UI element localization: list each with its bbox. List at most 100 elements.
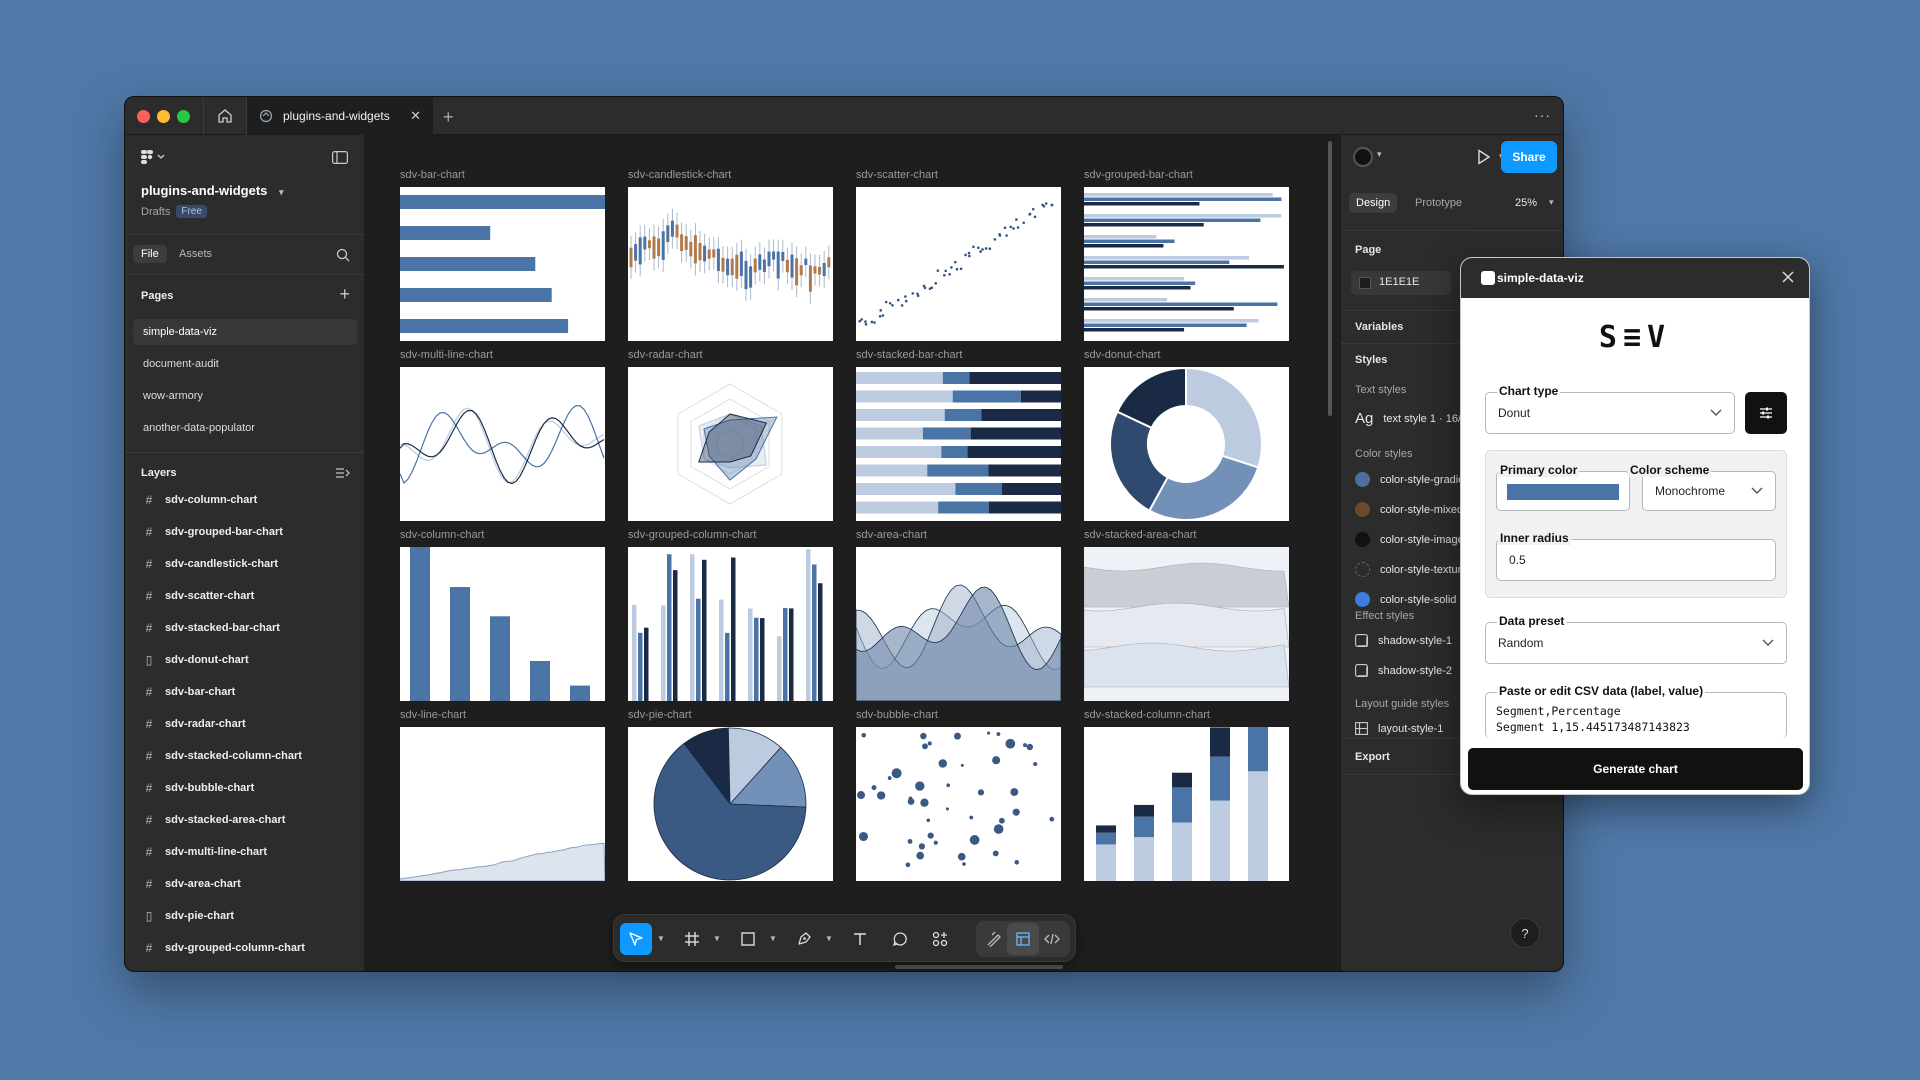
page-item-another-data-populator[interactable]: another-data-populator [143,422,255,434]
data-preset-select[interactable]: Random [1485,622,1787,664]
frame-label[interactable]: sdv-column-chart [400,529,485,541]
csv-textarea[interactable]: Segment,Percentage Segment 1,15.44517348… [1485,692,1787,738]
effect-style-row[interactable]: shadow-style-2 [1355,664,1452,677]
chart-frame[interactable] [400,367,605,521]
layer-item[interactable]: # sdv-area-chart [133,871,357,897]
page-color-field[interactable]: 1E1E1E [1351,271,1451,295]
variables-heading[interactable]: Variables [1355,321,1404,333]
canvas[interactable]: sdv-bar-chart sdv-candlestick-chart sdv-sc… [365,135,1340,971]
frame-label[interactable]: sdv-radar-chart [628,349,703,361]
color-style-row[interactable]: color-style-image [1355,532,1464,547]
primary-color-picker[interactable] [1496,471,1630,511]
frame-label[interactable]: sdv-stacked-column-chart [1084,709,1210,721]
drafts-label[interactable]: Drafts [141,205,171,218]
move-tool-button[interactable] [620,923,652,955]
page-item-wow-armory[interactable]: wow-armory [143,390,203,402]
chart-settings-button[interactable] [1745,392,1787,434]
chart-frame[interactable] [856,367,1061,521]
add-page-icon[interactable]: + [339,284,350,304]
generate-chart-button[interactable]: Generate chart [1468,748,1803,790]
frame-label[interactable]: sdv-area-chart [856,529,927,541]
layer-item[interactable]: # sdv-stacked-bar-chart [133,615,357,641]
frame-label[interactable]: sdv-grouped-column-chart [628,529,757,541]
collapse-layers-icon[interactable] [336,467,350,479]
pen-tool-button[interactable] [788,923,820,955]
chart-frame[interactable] [1084,367,1289,521]
text-tool-button[interactable] [844,923,876,955]
frame-label[interactable]: sdv-stacked-area-chart [1084,529,1197,541]
frame-label[interactable]: sdv-pie-chart [628,709,692,721]
frame-label[interactable]: sdv-donut-chart [1084,349,1161,361]
chart-frame[interactable] [1084,187,1289,341]
tab-file[interactable]: File [133,245,167,263]
layer-item[interactable]: # sdv-stacked-column-chart [133,743,357,769]
layer-item[interactable]: # sdv-bubble-chart [133,775,357,801]
close-tab-icon[interactable]: ✕ [410,108,421,123]
draw-mode-button[interactable] [978,923,1010,955]
share-button[interactable]: Share [1501,141,1557,173]
close-icon[interactable] [1781,270,1795,284]
layer-item[interactable]: # sdv-column-chart [133,487,357,513]
avatar[interactable] [1353,147,1373,167]
chart-frame[interactable] [400,187,605,341]
chevron-down-icon[interactable]: ▼ [825,934,833,943]
chevron-down-icon[interactable]: ▾ [1549,197,1554,207]
frame-label[interactable]: sdv-line-chart [400,709,467,721]
inner-radius-input[interactable]: 0.5 [1496,539,1776,581]
layer-item[interactable]: # sdv-multi-line-chart [133,839,357,865]
more-options-button[interactable]: ··· [1534,107,1551,123]
chevron-down-icon[interactable]: ▼ [657,934,665,943]
horizontal-scrollbar[interactable] [895,965,1063,969]
layer-item[interactable]: # sdv-candlestick-chart [133,551,357,577]
chevron-down-icon[interactable]: ▼ [713,934,721,943]
new-tab-button[interactable]: + [443,107,454,127]
maximize-window-button[interactable] [177,110,190,123]
dev-mode-button[interactable] [1036,923,1068,955]
chevron-down-icon[interactable]: ▼ [769,934,777,943]
chart-frame[interactable] [856,547,1061,701]
layer-item[interactable]: # sdv-radar-chart [133,711,357,737]
frame-label[interactable]: sdv-candlestick-chart [628,169,732,181]
chart-type-select[interactable]: Donut [1485,392,1735,434]
comment-tool-button[interactable] [884,923,916,955]
vertical-scrollbar[interactable] [1328,141,1332,416]
main-menu-icon[interactable] [141,149,167,165]
layer-item[interactable]: # sdv-grouped-column-chart [133,935,357,961]
frame-label[interactable]: sdv-bubble-chart [856,709,938,721]
play-icon[interactable] [1477,149,1491,165]
layer-item[interactable]: # sdv-stacked-area-chart [133,807,357,833]
frame-label[interactable]: sdv-bar-chart [400,169,465,181]
frame-label[interactable]: sdv-stacked-bar-chart [856,349,963,361]
file-tab[interactable]: plugins-and-widgets ✕ [247,97,433,135]
shape-tool-button[interactable] [732,923,764,955]
layer-item[interactable]: # sdv-bar-chart [133,679,357,705]
chevron-down-icon[interactable]: ▾ [1377,149,1382,159]
frame-tool-button[interactable] [676,923,708,955]
page-item-simple-data-viz[interactable]: simple-data-viz [133,319,357,345]
chart-frame[interactable] [628,727,833,881]
chart-frame[interactable] [628,187,833,341]
project-title[interactable]: plugins-and-widgets ▾ [141,183,284,198]
chart-frame[interactable] [628,547,833,701]
text-style-1[interactable]: Ag text style 1 · 16/14 [1355,410,1473,427]
tab-prototype[interactable]: Prototype [1415,197,1463,209]
frame-label[interactable]: sdv-multi-line-chart [400,349,493,361]
toggle-sidebar-icon[interactable] [332,151,348,164]
close-window-button[interactable] [137,110,150,123]
chart-frame[interactable] [1084,727,1289,881]
frame-label[interactable]: sdv-grouped-bar-chart [1084,169,1193,181]
help-button[interactable]: ? [1510,918,1540,948]
chart-frame[interactable] [856,727,1061,881]
color-style-row[interactable]: color-style-solid [1355,592,1456,607]
effect-style-row[interactable]: shadow-style-1 [1355,634,1452,647]
color-scheme-select[interactable]: Monochrome [1642,471,1776,511]
zoom-level[interactable]: 25% [1515,197,1538,209]
chart-frame[interactable] [400,547,605,701]
frame-label[interactable]: sdv-scatter-chart [856,169,938,181]
chart-frame[interactable] [856,187,1061,341]
design-mode-button[interactable] [1007,923,1039,955]
tab-design[interactable]: Design [1349,193,1398,213]
color-style-row[interactable]: color-style-gradient [1355,472,1474,487]
layer-item[interactable]: ▯ sdv-donut-chart [133,647,357,673]
layer-item[interactable]: # sdv-grouped-bar-chart [133,519,357,545]
